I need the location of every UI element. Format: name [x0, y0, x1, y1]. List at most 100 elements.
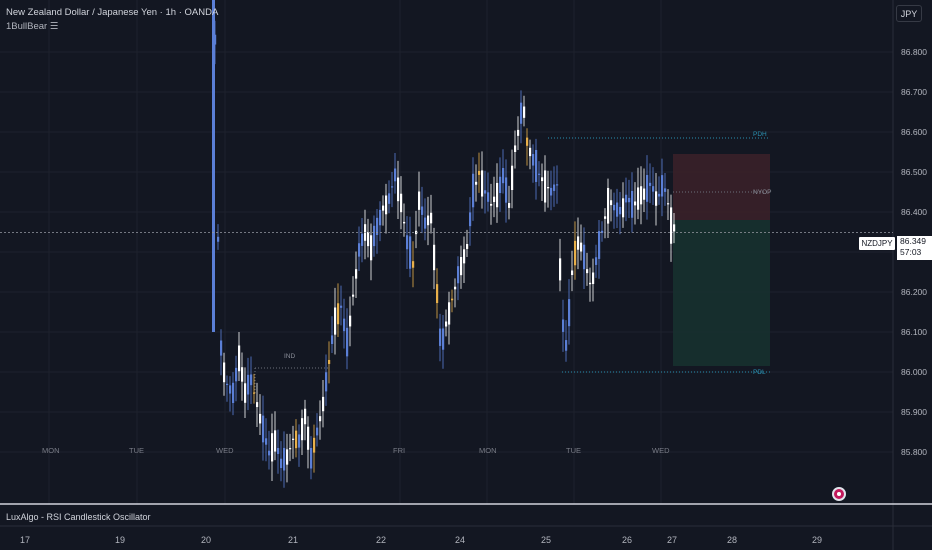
candle-body: [352, 294, 355, 297]
candle-body: [232, 382, 235, 404]
candle-body: [625, 194, 628, 203]
candle-body: [442, 328, 445, 350]
day-label: WED: [652, 446, 670, 455]
pdl-label: PDL: [753, 369, 766, 376]
oscillator-label[interactable]: LuxAlgo - RSI Candlestick Oscillator: [6, 512, 151, 522]
candle-body: [502, 168, 505, 184]
candle-body: [460, 257, 463, 276]
date-axis-label: 29: [812, 535, 822, 545]
candle-body: [427, 215, 430, 226]
candle-body: [337, 303, 340, 325]
take-profit-zone: [673, 220, 770, 366]
candle-body: [406, 235, 409, 250]
candle-body: [430, 212, 433, 224]
price-axis-label: 86.500: [901, 167, 927, 177]
day-label: WED: [216, 446, 234, 455]
candle-body: [340, 305, 343, 308]
candle-body: [289, 448, 292, 450]
date-axis-label: 28: [727, 535, 737, 545]
candle-body: [565, 340, 568, 351]
candle-body: [640, 186, 643, 205]
candle-body: [322, 396, 325, 412]
candle-body: [487, 192, 490, 202]
candle-body: [382, 205, 385, 211]
candle-body: [610, 200, 613, 206]
candle-body: [295, 430, 298, 449]
candle-body: [421, 206, 424, 215]
candle-body: [355, 269, 358, 279]
date-axis-label: 20: [201, 535, 211, 545]
candle-body: [457, 266, 460, 284]
candle-body: [400, 193, 403, 213]
candle-body: [379, 209, 382, 226]
candle-body: [268, 450, 271, 456]
candle-body: [391, 186, 394, 188]
candle-body: [595, 257, 598, 265]
candle-body: [472, 173, 475, 208]
candle-body: [514, 145, 517, 152]
currency-button[interactable]: JPY: [896, 5, 922, 22]
candle-body: [385, 195, 388, 215]
candle-body: [616, 202, 619, 217]
indicator-legend[interactable]: 1BullBear ☰: [6, 21, 59, 32]
candle-body: [475, 181, 478, 185]
day-label: MON: [42, 446, 60, 455]
candle-body: [574, 240, 577, 266]
candle-body: [586, 269, 589, 274]
date-axis-label: 25: [541, 535, 551, 545]
candle-body: [409, 236, 412, 269]
record-icon[interactable]: [832, 487, 846, 501]
candle-body: [271, 433, 274, 462]
candle-body: [568, 299, 571, 327]
candle-body: [619, 206, 622, 215]
candle-body: [481, 170, 484, 197]
candle-body: [562, 319, 565, 332]
bar-countdown: 57:03: [900, 247, 922, 257]
last-price-value: 86.349: [900, 236, 926, 246]
candle-body: [601, 230, 604, 233]
candle-body: [241, 367, 244, 382]
candle-body: [274, 430, 277, 452]
candle-body: [403, 221, 406, 224]
price-axis-label: 86.700: [901, 87, 927, 97]
candle-body: [598, 231, 601, 259]
candle-body: [544, 170, 547, 203]
candle-body: [559, 258, 562, 281]
candle-body: [637, 187, 640, 210]
candle-body: [214, 34, 217, 45]
price-axis-label: 85.800: [901, 447, 927, 457]
candle-body: [394, 168, 397, 182]
candle-body: [307, 426, 310, 450]
date-axis-label: 17: [20, 535, 30, 545]
symbol-title[interactable]: New Zealand Dollar / Japanese Yen · 1h ·…: [6, 7, 219, 18]
candle-body: [532, 154, 535, 166]
ind-label: IND: [284, 353, 296, 360]
candle-body: [556, 184, 559, 186]
candle-body: [646, 175, 649, 202]
candle-body: [220, 340, 223, 356]
candle-body: [412, 261, 415, 268]
candle-body: [265, 438, 268, 445]
day-label: TUE: [566, 446, 581, 455]
candle-body: [328, 359, 331, 364]
candle-body: [316, 427, 319, 436]
candle-body: [301, 418, 304, 441]
candle-body: [448, 302, 451, 325]
candle-body: [634, 201, 637, 206]
candle-body: [277, 448, 280, 454]
candle-body: [664, 188, 667, 192]
price-axis-label: 85.900: [901, 407, 927, 417]
candle-body: [670, 207, 673, 244]
candle-body: [310, 447, 313, 469]
candle-body: [628, 197, 631, 203]
price-axis-label: 86.800: [901, 47, 927, 57]
candle-body: [547, 187, 550, 189]
candle-body: [583, 244, 586, 270]
price-axis-label: 86.600: [901, 127, 927, 137]
candle-body: [580, 242, 583, 252]
date-axis-label: 21: [288, 535, 298, 545]
candle-body: [418, 191, 421, 210]
candle-body: [592, 272, 595, 284]
candle-body: [517, 129, 520, 136]
